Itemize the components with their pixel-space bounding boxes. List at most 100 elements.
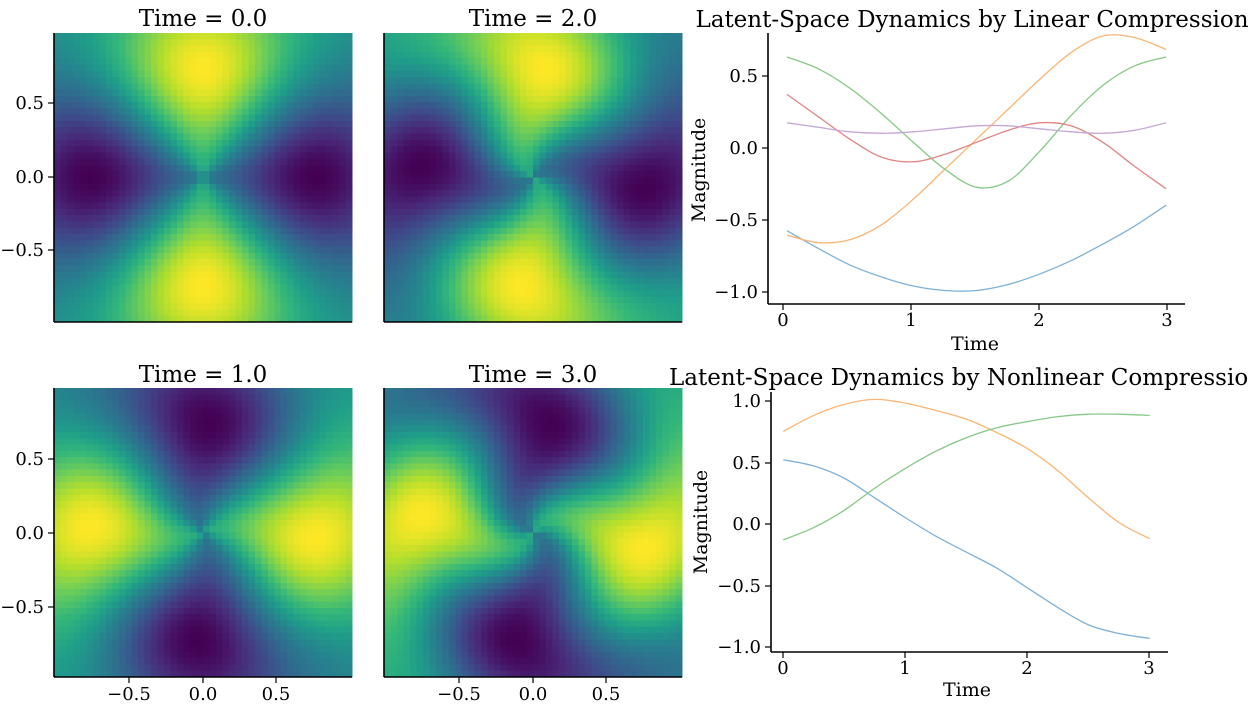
heatmap-cell <box>526 164 534 172</box>
heatmap-cell <box>196 463 204 471</box>
heatmap-cell <box>345 127 353 135</box>
heatmap-cell <box>293 309 301 317</box>
heatmap-cell <box>112 202 120 210</box>
heatmap-cell <box>597 309 605 317</box>
heatmap-cell <box>604 296 612 304</box>
heatmap-cell <box>118 45 126 53</box>
heatmap-cell <box>280 303 288 311</box>
heatmap-cell <box>241 190 249 197</box>
heatmap-cell <box>591 183 599 191</box>
heatmap-cell <box>662 183 670 191</box>
heatmap-cell <box>215 252 224 260</box>
heatmap-cell <box>157 394 165 402</box>
heatmap-cell <box>300 271 308 279</box>
heatmap-cell <box>209 221 217 229</box>
heatmap-cell <box>474 202 482 210</box>
heatmap-cell <box>177 171 185 179</box>
heatmap-cell <box>300 190 308 197</box>
heatmap-cell <box>274 438 282 446</box>
heatmap-cell <box>306 246 314 254</box>
heatmap-cell <box>649 95 657 103</box>
heatmap-cell <box>274 278 282 285</box>
heatmap-cell <box>131 394 139 402</box>
heatmap-cell <box>287 51 295 59</box>
heatmap-cell <box>487 190 495 197</box>
heatmap-cell <box>339 39 347 47</box>
heatmap-cell <box>552 259 560 267</box>
heatmap-cell <box>578 315 586 323</box>
heatmap-cell <box>196 227 204 235</box>
heatmap-cell <box>261 290 269 298</box>
heatmap-cell <box>513 246 521 254</box>
heatmap-cell <box>390 202 398 210</box>
heatmap-cell <box>222 425 230 433</box>
heatmap-cell <box>241 158 249 166</box>
heatmap-cell <box>520 240 528 248</box>
heatmap-cell <box>306 64 314 72</box>
heatmap-cell <box>474 89 482 97</box>
heatmap-cell <box>422 215 430 223</box>
heatmap-cell <box>455 240 463 248</box>
heatmap-cell <box>345 45 353 53</box>
heatmap-cell <box>656 152 664 160</box>
heatmap-cell <box>164 469 172 477</box>
heatmap-cell <box>144 208 152 216</box>
heatmap-cell <box>326 475 334 483</box>
heatmap-cell <box>332 196 340 204</box>
heatmap-cell <box>332 139 340 147</box>
heatmap-cell <box>261 438 269 446</box>
heatmap-cell <box>656 39 664 47</box>
heatmap-cell <box>300 215 308 223</box>
heatmap-cell <box>319 33 327 40</box>
heatmap-cell <box>274 202 282 210</box>
heatmap-cell <box>591 108 599 116</box>
heatmap-cell <box>261 463 269 471</box>
heatmap-cell <box>552 95 560 103</box>
heatmap-cell <box>60 482 68 490</box>
heatmap-cell <box>209 114 217 122</box>
heatmap-cell <box>636 196 644 204</box>
heatmap-cell <box>597 315 605 323</box>
heatmap-cell <box>196 190 204 197</box>
heatmap-cell <box>326 208 334 216</box>
heatmap-cell <box>468 76 476 84</box>
heatmap-cell <box>86 315 94 323</box>
heatmap-cell <box>105 208 113 216</box>
heatmap-cell <box>669 171 677 179</box>
heatmap-cell <box>319 234 327 241</box>
heatmap-cell <box>261 33 269 40</box>
heatmap-cell <box>545 95 554 103</box>
heatmap-cell <box>60 240 68 248</box>
heatmap-cell <box>203 227 211 235</box>
heatmap-cell <box>235 190 243 197</box>
heatmap-cell <box>306 58 314 66</box>
heatmap-cell <box>513 152 521 160</box>
heatmap-cell <box>571 259 579 267</box>
heatmap-cell <box>261 265 269 273</box>
heatmap-cell <box>164 284 172 292</box>
heatmap-cell <box>125 95 133 103</box>
heatmap-cell <box>157 108 165 116</box>
heatmap-cell <box>565 102 573 109</box>
heatmap-cell <box>461 265 469 273</box>
heatmap-cell <box>79 234 87 241</box>
heatmap-cell <box>222 259 230 267</box>
heatmap-cell <box>125 114 133 122</box>
heatmap-cell <box>267 196 275 204</box>
heatmap-cell <box>396 58 405 66</box>
heatmap-cell <box>267 215 275 223</box>
heatmap-cell <box>481 177 489 185</box>
heatmap-cell <box>190 469 198 477</box>
heatmap-cell <box>604 271 612 279</box>
heatmap-cell <box>86 388 94 395</box>
heatmap-cell <box>66 482 75 490</box>
heatmap-cell <box>448 95 456 103</box>
heatmap-cell <box>396 95 405 103</box>
heatmap-cell <box>138 164 146 172</box>
heatmap-cell <box>597 278 605 285</box>
heatmap-cell <box>170 83 178 91</box>
heatmap-cell <box>190 413 198 421</box>
heatmap-cell <box>435 158 443 166</box>
heatmap-cell <box>468 208 476 216</box>
heatmap-cell <box>86 164 94 172</box>
